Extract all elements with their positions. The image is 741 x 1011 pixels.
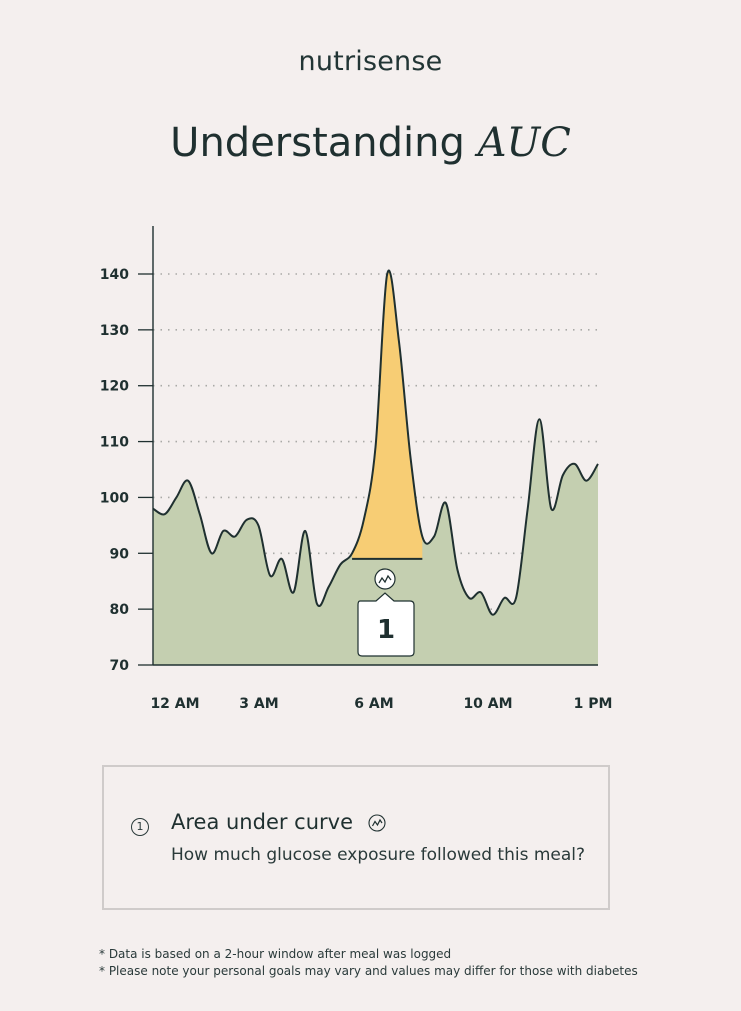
footnote: * Data is based on a 2-hour window after… [99, 947, 452, 961]
x-tick-label: 12 AM [150, 696, 199, 712]
auc-highlight-area [352, 270, 423, 559]
legend-card: 1 Area under curve How much glucose expo… [102, 765, 610, 910]
y-tick-label: 140 [100, 267, 129, 283]
legend-title-row: Area under curve [171, 810, 386, 834]
x-tick-label: 10 AM [463, 696, 512, 712]
page-title: Understanding AUC [0, 120, 741, 166]
y-tick-label: 100 [100, 490, 129, 506]
x-axis-tick-labels: 12 AM 3 AM 6 AM 10 AM 1 PM [150, 696, 612, 712]
auc-callout: 1 [357, 592, 415, 657]
footnote: * Please note your personal goals may va… [99, 964, 638, 978]
legend-description: How much glucose exposure followed this … [171, 845, 586, 865]
callout-number: 1 [377, 615, 395, 645]
y-tick-label: 90 [110, 546, 130, 562]
y-axis-tick-labels: 70 80 90 100 110 120 130 140 [100, 267, 129, 674]
x-tick-label: 3 AM [239, 696, 278, 712]
auc-icon [374, 568, 396, 590]
y-tick-label: 70 [110, 658, 130, 674]
legend-title: Area under curve [171, 810, 354, 834]
y-tick-label: 80 [110, 602, 130, 618]
footnotes: * Data is based on a 2-hour window after… [99, 946, 638, 980]
x-tick-label: 6 AM [354, 696, 393, 712]
y-tick-label: 120 [100, 379, 129, 395]
glucose-line [152, 269, 599, 616]
title-main: Understanding [170, 120, 465, 166]
y-tick-label: 110 [100, 435, 129, 451]
legend-number: 1 [131, 818, 149, 836]
glucose-chart: 70 80 90 100 110 120 130 140 12 AM 3 AM 6 AM 10 AM… [100, 226, 612, 712]
y-tick-label: 130 [100, 323, 129, 339]
grid-lines [138, 273, 598, 666]
x-tick-label: 1 PM [574, 696, 613, 712]
brand-logo: nutrisense [298, 46, 443, 77]
auc-icon [368, 814, 386, 832]
title-italic: AUC [477, 120, 571, 166]
